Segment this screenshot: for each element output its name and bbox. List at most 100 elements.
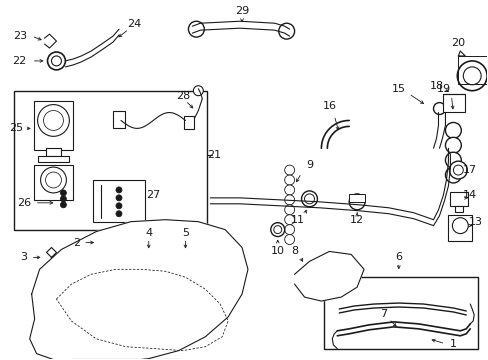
- Circle shape: [348, 194, 365, 210]
- Circle shape: [278, 23, 294, 39]
- Text: 7: 7: [380, 309, 386, 319]
- Text: 12: 12: [349, 215, 364, 225]
- Circle shape: [284, 205, 294, 215]
- Bar: [93, 180, 144, 222]
- Circle shape: [284, 215, 294, 225]
- Circle shape: [284, 195, 294, 205]
- Circle shape: [284, 225, 294, 235]
- Circle shape: [43, 111, 63, 130]
- Text: 9: 9: [305, 160, 312, 170]
- Circle shape: [185, 294, 215, 324]
- Circle shape: [134, 260, 183, 309]
- Text: 15: 15: [391, 84, 405, 94]
- Circle shape: [462, 67, 480, 85]
- Text: 29: 29: [234, 6, 248, 16]
- Bar: [443, 94, 464, 112]
- Polygon shape: [46, 247, 56, 257]
- Polygon shape: [294, 251, 364, 301]
- Circle shape: [47, 52, 65, 70]
- Text: 8: 8: [290, 247, 298, 256]
- Bar: [324, 277, 477, 349]
- Circle shape: [41, 167, 66, 193]
- Circle shape: [116, 203, 122, 209]
- Circle shape: [284, 185, 294, 195]
- Bar: [14, 91, 207, 230]
- Circle shape: [445, 137, 460, 153]
- Circle shape: [179, 251, 191, 262]
- Circle shape: [76, 281, 102, 307]
- Text: 10: 10: [270, 247, 284, 256]
- Circle shape: [284, 235, 294, 244]
- Text: 2: 2: [73, 238, 80, 248]
- Text: 24: 24: [126, 19, 141, 29]
- Circle shape: [445, 122, 460, 138]
- Bar: [454, 206, 462, 212]
- Text: 19: 19: [435, 84, 449, 94]
- Circle shape: [451, 218, 468, 234]
- Text: 5: 5: [182, 228, 188, 238]
- Bar: [457, 56, 487, 84]
- Circle shape: [98, 311, 134, 347]
- Circle shape: [308, 267, 322, 281]
- Circle shape: [116, 187, 122, 193]
- Circle shape: [61, 190, 66, 196]
- Text: 23: 23: [13, 31, 27, 41]
- Circle shape: [98, 235, 112, 249]
- Circle shape: [38, 105, 69, 136]
- Circle shape: [116, 211, 122, 217]
- Circle shape: [51, 56, 61, 66]
- Circle shape: [304, 194, 314, 204]
- Polygon shape: [30, 220, 247, 360]
- Circle shape: [452, 165, 462, 175]
- Circle shape: [101, 239, 109, 247]
- Text: 1: 1: [449, 339, 456, 349]
- Bar: [142, 251, 155, 261]
- Bar: [182, 261, 189, 265]
- Text: 14: 14: [462, 190, 476, 200]
- Bar: [184, 116, 194, 129]
- Bar: [143, 256, 147, 261]
- Circle shape: [69, 274, 109, 314]
- Text: 26: 26: [17, 198, 31, 208]
- Circle shape: [49, 312, 73, 336]
- Circle shape: [273, 226, 281, 234]
- Text: 18: 18: [428, 81, 443, 91]
- Bar: [145, 261, 152, 266]
- Text: 17: 17: [462, 165, 476, 175]
- Text: 25: 25: [9, 123, 23, 134]
- Circle shape: [156, 315, 184, 343]
- Bar: [45, 148, 61, 156]
- Circle shape: [284, 165, 294, 175]
- Circle shape: [284, 175, 294, 185]
- Circle shape: [61, 196, 66, 202]
- Text: 21: 21: [207, 150, 221, 160]
- Bar: [348, 194, 365, 202]
- Circle shape: [188, 21, 204, 37]
- Circle shape: [456, 61, 486, 91]
- Text: 13: 13: [468, 217, 482, 227]
- Text: 3: 3: [20, 252, 27, 262]
- Circle shape: [116, 195, 122, 201]
- Bar: [449, 192, 468, 206]
- Circle shape: [337, 262, 350, 276]
- Text: 20: 20: [450, 38, 465, 48]
- Text: 28: 28: [176, 91, 190, 101]
- Bar: [38, 156, 69, 162]
- Circle shape: [61, 202, 66, 208]
- Circle shape: [311, 270, 319, 278]
- Circle shape: [433, 103, 445, 114]
- Circle shape: [445, 167, 460, 183]
- Circle shape: [193, 86, 203, 96]
- Bar: [447, 215, 471, 240]
- Text: 4: 4: [145, 228, 152, 238]
- Text: 27: 27: [146, 190, 161, 200]
- Bar: [34, 100, 73, 150]
- Bar: [113, 111, 124, 129]
- Circle shape: [340, 265, 347, 273]
- Circle shape: [445, 152, 460, 168]
- Circle shape: [448, 161, 467, 179]
- Bar: [34, 165, 73, 200]
- Text: 6: 6: [394, 252, 402, 262]
- Circle shape: [270, 223, 284, 237]
- Circle shape: [142, 267, 175, 301]
